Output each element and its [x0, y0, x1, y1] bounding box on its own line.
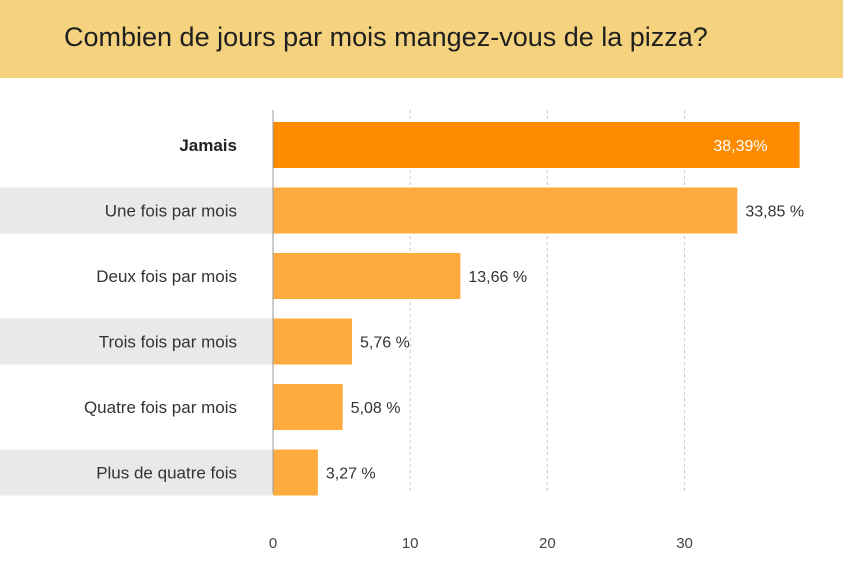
- category-label: Trois fois par mois: [99, 333, 237, 352]
- bar: [273, 318, 353, 365]
- x-tick-label: 0: [269, 535, 277, 552]
- chart-title: Combien de jours par mois mangez-vous de…: [64, 22, 708, 52]
- title-banner: Combien de jours par mois mangez-vous de…: [0, 0, 843, 78]
- category-label: Quatre fois par mois: [84, 398, 237, 417]
- category-label: Deux fois par mois: [96, 267, 237, 286]
- value-label: 5,76 %: [360, 335, 410, 352]
- bar: [273, 122, 800, 168]
- value-label: 38,39%: [713, 138, 767, 155]
- x-tick-label: 20: [539, 535, 556, 552]
- row-stripe: [0, 449, 273, 496]
- bar: [273, 187, 738, 234]
- row-stripe: [0, 187, 273, 234]
- value-label: 5,08 %: [351, 400, 401, 417]
- bar: [273, 384, 343, 430]
- value-label: 33,85 %: [745, 204, 804, 221]
- row-stripe: [0, 318, 273, 365]
- x-tick-label: 10: [402, 535, 419, 552]
- category-label: Une fois par mois: [105, 202, 237, 221]
- bar: [273, 449, 318, 496]
- value-label: 3,27 %: [326, 466, 376, 483]
- category-label: Jamais: [179, 136, 237, 155]
- category-label: Plus de quatre fois: [96, 464, 237, 483]
- bar: [273, 253, 461, 299]
- x-tick-label: 30: [676, 535, 693, 552]
- value-label: 13,66 %: [468, 269, 527, 286]
